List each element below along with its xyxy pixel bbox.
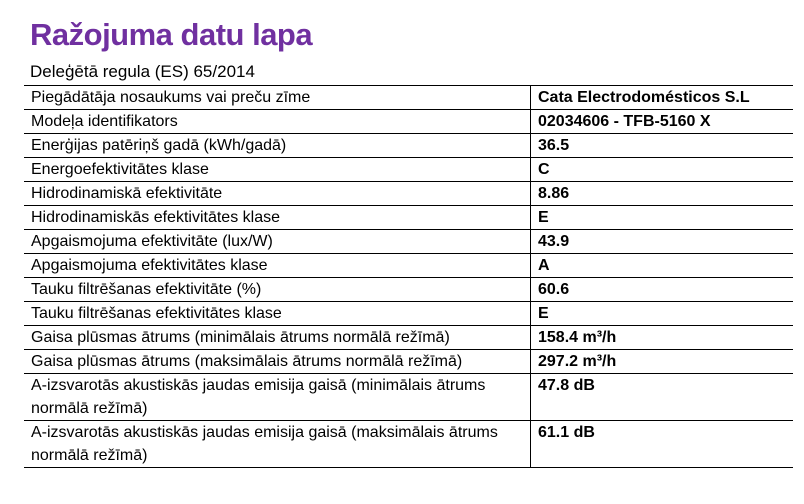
spec-value: 158.4 m³/h	[530, 325, 793, 351]
spec-value: 60.6	[530, 277, 793, 303]
table-row: A-izsvarotās akustiskās jaudas emisija g…	[24, 373, 793, 422]
page-title: Ražojuma datu lapa	[30, 17, 313, 52]
spec-label: Hidrodinamiskās efektivitātes klase	[24, 205, 531, 231]
table-row: Piegādātāja nosaukums vai preču zīme Cat…	[24, 85, 793, 111]
spec-value: Cata Electrodomésticos S.L	[530, 85, 793, 111]
regulation-subtitle: Deleģētā regula (ES) 65/2014	[30, 62, 255, 82]
spec-label: Energoefektivitātes klase	[24, 157, 531, 183]
spec-value: A	[530, 253, 793, 279]
spec-value: E	[530, 301, 793, 327]
table-row: Gaisa plūsmas ātrums (minimālais ātrums …	[24, 325, 793, 351]
spec-label: A-izsvarotās akustiskās jaudas emisija g…	[24, 420, 531, 469]
spec-value: 47.8 dB	[530, 373, 793, 422]
table-row: Modeļa identifikators 02034606 - TFB-516…	[24, 109, 793, 135]
spec-label: Enerģijas patēriņš gadā (kWh/gadā)	[24, 133, 531, 159]
table-row: Apgaismojuma efektivitātes klase A	[24, 253, 793, 279]
spec-label: Piegādātāja nosaukums vai preču zīme	[24, 85, 531, 111]
table-row: Gaisa plūsmas ātrums (maksimālais ātrums…	[24, 349, 793, 375]
spec-label: Tauku filtrēšanas efektivitāte (%)	[24, 277, 531, 303]
spec-value: E	[530, 205, 793, 231]
spec-label: Apgaismojuma efektivitāte (lux/W)	[24, 229, 531, 255]
spec-value: 8.86	[530, 181, 793, 207]
spec-label: Modeļa identifikators	[24, 109, 531, 135]
table-row: Apgaismojuma efektivitāte (lux/W) 43.9	[24, 229, 793, 255]
spec-value: 36.5	[530, 133, 793, 159]
spec-value: 43.9	[530, 229, 793, 255]
table-row: Hidrodinamiskās efektivitātes klase E	[24, 205, 793, 231]
table-row: Tauku filtrēšanas efektivitāte (%) 60.6	[24, 277, 793, 303]
product-spec-table: Piegādātāja nosaukums vai preču zīme Cat…	[24, 85, 793, 469]
spec-label: Gaisa plūsmas ātrums (maksimālais ātrums…	[24, 349, 531, 375]
spec-value: 61.1 dB	[530, 420, 793, 469]
spec-value: C	[530, 157, 793, 183]
table-row: Tauku filtrēšanas efektivitātes klase E	[24, 301, 793, 327]
spec-label: Gaisa plūsmas ātrums (minimālais ātrums …	[24, 325, 531, 351]
spec-label: Hidrodinamiskā efektivitāte	[24, 181, 531, 207]
table-row: A-izsvarotās akustiskās jaudas emisija g…	[24, 420, 793, 469]
product-datasheet-page: Ražojuma datu lapa Deleģētā regula (ES) …	[24, 17, 793, 469]
spec-value: 02034606 - TFB-5160 X	[530, 109, 793, 135]
spec-label: Tauku filtrēšanas efektivitātes klase	[24, 301, 531, 327]
table-row: Enerģijas patēriņš gadā (kWh/gadā) 36.5	[24, 133, 793, 159]
spec-value: 297.2 m³/h	[530, 349, 793, 375]
spec-label: Apgaismojuma efektivitātes klase	[24, 253, 531, 279]
table-row: Energoefektivitātes klase C	[24, 157, 793, 183]
table-row: Hidrodinamiskā efektivitāte 8.86	[24, 181, 793, 207]
spec-label: A-izsvarotās akustiskās jaudas emisija g…	[24, 373, 531, 422]
